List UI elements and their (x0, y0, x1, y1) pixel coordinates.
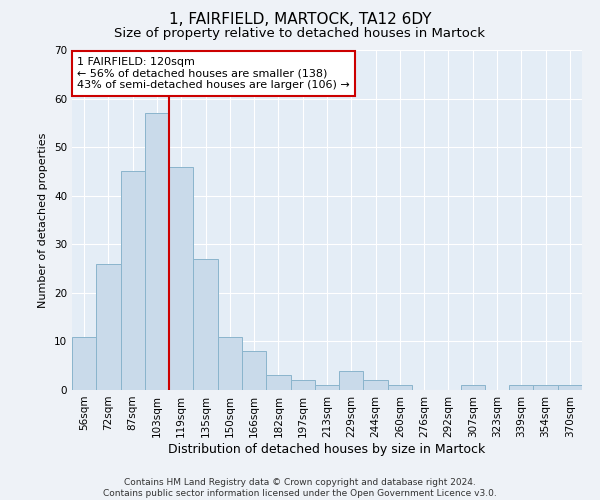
Bar (218, 336, 242, 390)
Bar (388, 385, 412, 390)
Bar (339, 370, 364, 390)
Bar (266, 376, 290, 390)
Bar (533, 385, 558, 390)
Bar (509, 385, 533, 390)
Y-axis label: Number of detached properties: Number of detached properties (38, 132, 49, 308)
Text: 1 FAIRFIELD: 120sqm
← 56% of detached houses are smaller (138)
43% of semi-detac: 1 FAIRFIELD: 120sqm ← 56% of detached ho… (77, 57, 350, 90)
Text: Contains HM Land Registry data © Crown copyright and database right 2024.
Contai: Contains HM Land Registry data © Crown c… (103, 478, 497, 498)
Bar (96, 264, 121, 390)
Bar (461, 385, 485, 390)
Bar (558, 385, 582, 390)
Bar (121, 172, 145, 390)
Bar (169, 166, 193, 390)
Bar (72, 336, 96, 390)
Bar (364, 380, 388, 390)
X-axis label: Distribution of detached houses by size in Martock: Distribution of detached houses by size … (169, 442, 485, 456)
Bar (242, 351, 266, 390)
Bar (145, 113, 169, 390)
Bar (193, 259, 218, 390)
Bar (315, 385, 339, 390)
Text: 1, FAIRFIELD, MARTOCK, TA12 6DY: 1, FAIRFIELD, MARTOCK, TA12 6DY (169, 12, 431, 28)
Text: Size of property relative to detached houses in Martock: Size of property relative to detached ho… (115, 28, 485, 40)
Bar (290, 380, 315, 390)
